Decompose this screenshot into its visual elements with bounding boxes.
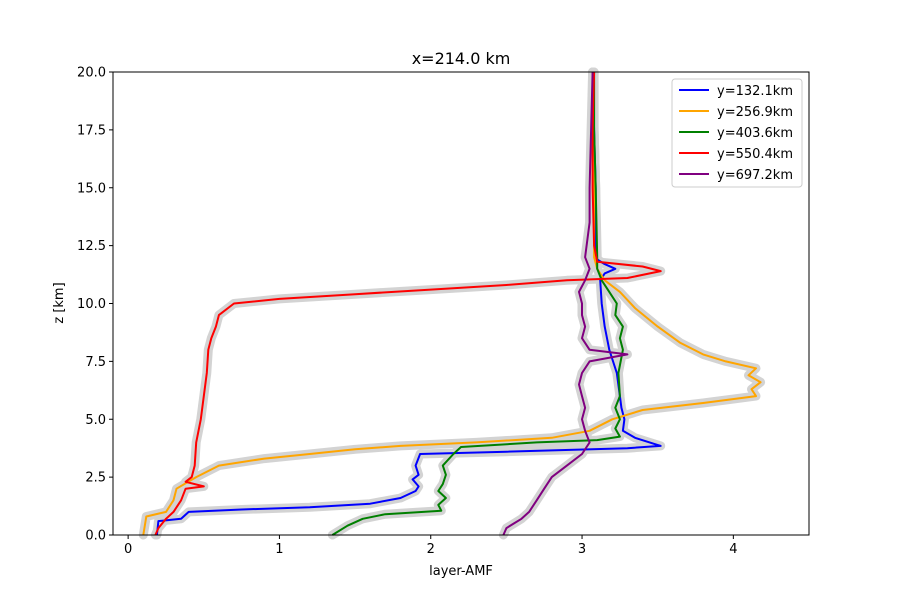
series-line-3	[331, 72, 624, 536]
legend: y=132.1km y=256.9km y=403.6km y=550.4km y=69…	[671, 78, 803, 188]
series-line-1	[155, 71, 662, 536]
series-line-4	[154, 71, 662, 536]
legend-label: y=697.2km	[717, 168, 793, 183]
x-tick-label: 2	[427, 542, 435, 557]
x-tick-label: 1	[275, 542, 283, 557]
chart-title: x=214.0 km	[412, 49, 511, 68]
series-line-5	[502, 71, 629, 536]
x-axis-label: layer-AMF	[429, 564, 493, 579]
y-tick-label: 17.5	[77, 123, 106, 138]
y-tick-label: 10.0	[77, 297, 106, 312]
y-tick-label: 12.5	[77, 239, 106, 254]
y-tick-label: 20.0	[77, 66, 106, 81]
y-axis-label: z [km]	[52, 282, 67, 323]
y-axis: 0.0 2.5 5.0 7.5 10.0 12.5 15.0 17.5 20.0	[77, 66, 113, 544]
x-tick-label: 4	[729, 542, 737, 557]
legend-label: y=550.4km	[717, 147, 793, 162]
legend-label: y=403.6km	[717, 126, 793, 141]
series-lines	[142, 71, 762, 536]
y-tick-label: 0.0	[85, 529, 106, 544]
y-tick-label: 15.0	[77, 181, 106, 196]
y-tick-label: 2.5	[85, 471, 106, 486]
y-tick-label: 5.0	[85, 413, 106, 428]
legend-label: y=132.1km	[717, 84, 793, 99]
y-tick-label: 7.5	[85, 355, 106, 370]
series-line-2	[142, 72, 762, 536]
legend-frame	[671, 78, 803, 188]
x-tick-label: 3	[578, 542, 586, 557]
x-axis: 0 1 2 3 4	[124, 535, 737, 557]
legend-label: y=256.9km	[717, 105, 793, 120]
x-tick-label: 0	[124, 542, 132, 557]
